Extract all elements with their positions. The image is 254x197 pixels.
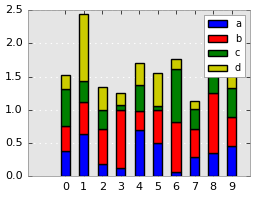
Bar bbox=[226, 59, 235, 88]
Bar bbox=[189, 157, 198, 177]
Bar bbox=[226, 88, 235, 116]
Bar bbox=[134, 85, 143, 111]
Bar bbox=[97, 128, 106, 164]
Bar bbox=[79, 134, 88, 177]
Bar bbox=[171, 69, 180, 122]
Bar bbox=[134, 130, 143, 177]
Bar bbox=[79, 14, 88, 81]
Bar bbox=[208, 39, 217, 65]
Bar bbox=[189, 109, 198, 129]
Bar bbox=[152, 106, 162, 110]
Bar bbox=[116, 110, 125, 168]
Legend: a, b, c, d: a, b, c, d bbox=[203, 15, 244, 77]
Bar bbox=[97, 164, 106, 177]
Bar bbox=[60, 89, 70, 126]
Bar bbox=[116, 93, 125, 105]
Bar bbox=[189, 129, 198, 157]
Bar bbox=[189, 100, 198, 109]
Bar bbox=[226, 116, 235, 146]
Bar bbox=[134, 63, 143, 85]
Bar bbox=[116, 168, 125, 177]
Bar bbox=[134, 111, 143, 130]
Bar bbox=[79, 102, 88, 134]
Bar bbox=[171, 172, 180, 177]
Bar bbox=[152, 143, 162, 177]
Bar bbox=[60, 151, 70, 177]
Bar bbox=[60, 126, 70, 151]
Bar bbox=[97, 86, 106, 110]
Bar bbox=[208, 65, 217, 93]
Bar bbox=[208, 153, 217, 177]
Bar bbox=[152, 110, 162, 143]
Bar bbox=[116, 105, 125, 110]
Bar bbox=[152, 72, 162, 106]
Bar bbox=[226, 146, 235, 177]
Bar bbox=[171, 59, 180, 69]
Bar bbox=[171, 122, 180, 172]
Bar bbox=[97, 110, 106, 128]
Bar bbox=[79, 81, 88, 102]
Bar bbox=[208, 93, 217, 153]
Bar bbox=[60, 75, 70, 89]
